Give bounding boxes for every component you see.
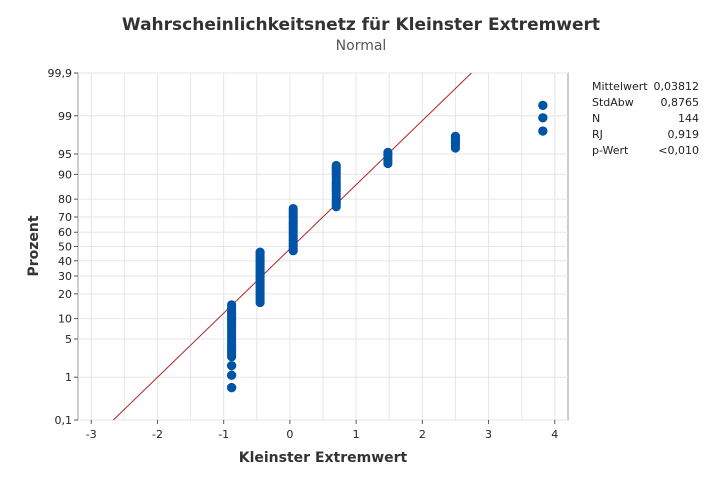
data-point xyxy=(227,370,237,380)
stats-legend: Mittelwert 0,03812 StdAbw 0,8765 N 144 R… xyxy=(592,80,699,157)
chart-subtitle: Normal xyxy=(336,38,387,54)
chart-title: Wahrscheinlichkeitsnetz für Kleinster Ex… xyxy=(122,15,600,35)
x-tick-label: 3 xyxy=(485,428,492,441)
stat-value-p-value: <0,010 xyxy=(658,144,699,157)
data-point xyxy=(227,300,237,310)
stat-value-n: 144 xyxy=(678,112,699,125)
y-tick-label: 0,1 xyxy=(55,414,73,427)
stat-label-n: N xyxy=(592,112,600,125)
y-tick-label: 40 xyxy=(58,255,72,268)
data-point xyxy=(538,126,548,136)
x-tick-label: 4 xyxy=(551,428,558,441)
y-axis-label: Prozent xyxy=(26,215,42,276)
x-tick-label: -2 xyxy=(152,428,163,441)
stat-label-stdev: StdAbw xyxy=(592,96,634,109)
stat-label-mean: Mittelwert xyxy=(592,80,648,93)
y-tick-label: 1 xyxy=(65,371,72,384)
y-tick-label: 50 xyxy=(58,241,72,254)
stat-value-mean: 0,03812 xyxy=(654,80,700,93)
x-tick-label: 1 xyxy=(353,428,360,441)
data-point xyxy=(227,383,237,393)
x-tick-label: 0 xyxy=(286,428,293,441)
y-tick-label: 60 xyxy=(58,226,72,239)
y-tick-label: 90 xyxy=(58,168,72,181)
stat-value-stdev: 0,8765 xyxy=(661,96,700,109)
data-point xyxy=(331,160,341,171)
data-points xyxy=(227,100,548,393)
stat-label-rj: RJ xyxy=(592,128,603,141)
data-point xyxy=(383,147,393,157)
y-tick-label: 99,9 xyxy=(48,67,73,80)
data-point xyxy=(450,131,461,141)
x-axis-label: Kleinster Extremwert xyxy=(239,450,408,466)
y-tick-label: 99 xyxy=(58,110,72,123)
y-tick-label: 10 xyxy=(58,313,72,326)
stat-value-rj: 0,919 xyxy=(668,128,700,141)
y-tick-label: 95 xyxy=(58,148,72,161)
stat-label-p-value: p-Wert xyxy=(592,144,629,157)
data-point xyxy=(227,361,237,371)
y-tick-label: 80 xyxy=(58,193,72,206)
data-point xyxy=(538,100,548,110)
y-tick-label: 20 xyxy=(58,288,72,301)
x-tick-label: 2 xyxy=(419,428,426,441)
data-point xyxy=(255,247,265,257)
x-tick-label: -1 xyxy=(218,428,229,441)
y-tick-label: 30 xyxy=(58,270,72,283)
data-point xyxy=(538,113,548,123)
y-tick-label: 5 xyxy=(65,333,72,346)
x-axis-ticks: -3 -2 -1 0 1 2 3 4 xyxy=(86,420,558,441)
x-tick-label: -3 xyxy=(86,428,97,441)
y-tick-label: 70 xyxy=(58,211,72,224)
data-point xyxy=(288,203,298,214)
